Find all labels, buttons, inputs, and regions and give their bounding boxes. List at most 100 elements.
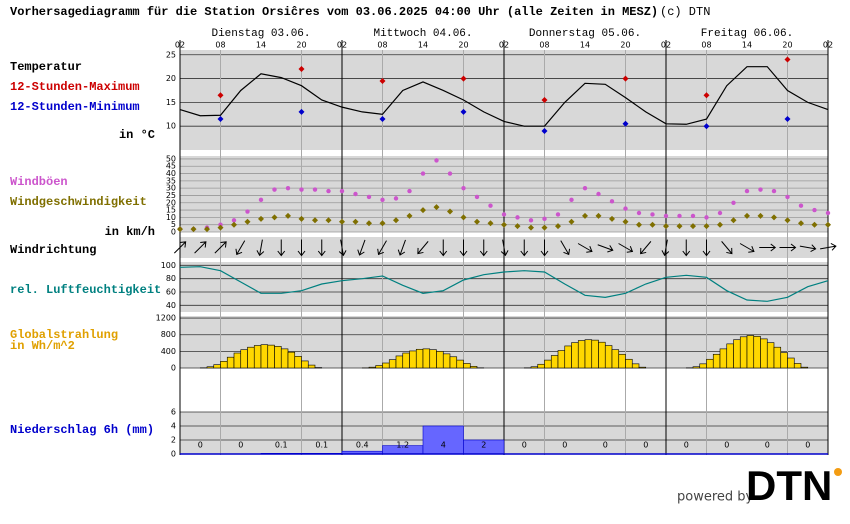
arrow-shape [297,239,306,257]
y-tick-label: 35 [166,176,176,185]
bar [564,345,572,369]
y-tick-label: 40 [166,169,176,178]
arrow-shape [540,239,549,257]
marker [582,185,588,191]
marker [744,188,750,194]
marker [622,120,629,127]
marker [703,223,710,230]
arrow-shape [560,240,571,256]
y-tick-label: 10 [166,122,176,131]
y-tick-label: 0 [171,228,176,237]
bar [409,350,417,369]
marker [636,210,642,216]
bar [287,351,296,369]
bar [557,350,566,369]
arrow-shape [417,241,429,255]
marker [460,75,467,82]
marker [690,213,696,219]
arrow-shape [173,241,187,254]
bar [375,365,383,369]
bar [753,336,761,369]
bar [719,348,728,369]
wind-arrow [397,239,406,256]
data-label: 0 [198,441,203,450]
bar [247,346,255,369]
bar [631,363,640,369]
marker [474,194,480,200]
arrow-shape [397,239,406,256]
marker [555,223,561,230]
marker [528,224,534,231]
bar [787,357,795,369]
marker [731,200,736,205]
bar [591,339,599,369]
bar [780,352,788,369]
arrow-shape [682,239,691,257]
marker [609,215,615,222]
arrow-shape [721,241,733,255]
arrow-shape [739,243,755,253]
marker [299,187,304,192]
wind-arrow [540,239,549,257]
marker [676,223,683,230]
wind-arrow [520,239,529,257]
y-tick-label: 25 [166,191,176,200]
marker [582,212,588,219]
y-tick-label: 80 [166,274,176,283]
marker [650,212,655,217]
arrow-shape [597,244,614,253]
arrow-shape [377,240,387,256]
data-label: 0 [684,441,689,450]
marker [596,191,601,197]
marker [515,215,520,220]
marker [690,223,696,230]
bar [469,366,478,369]
copyright: (c) DTN [660,5,710,19]
marker [231,218,237,223]
wind-arrow [214,241,227,254]
marker [217,116,224,123]
marker [433,204,440,211]
arrow-shape [338,239,347,257]
arrow-shape [214,241,227,254]
x-tick-label: 20 [296,41,306,50]
marker [717,210,723,216]
marker [231,221,237,228]
bar [598,341,606,369]
bar [274,346,282,369]
marker [541,97,548,103]
y-tick-label: 100 [161,261,176,270]
y-tick-label: 20 [166,74,176,83]
wind-arrow [577,243,593,253]
wind-arrow [297,239,306,257]
arrow-shape [661,239,670,257]
marker [785,194,790,200]
day-label: Dienstag 03.06. [211,28,310,40]
marker [460,108,467,115]
x-tick-label: 20 [458,41,468,50]
x-tick-label: 14 [256,41,266,50]
bar [604,345,613,369]
marker [811,221,818,228]
bar [739,336,748,369]
y-tick-label: 2 [171,436,176,445]
arrow-shape [479,239,488,257]
marker [393,196,399,201]
bar [301,360,309,369]
marker [555,212,561,217]
marker [379,220,386,227]
unit-label: in Wh/m^2 [10,339,75,353]
bar [436,351,444,369]
bar [584,339,593,369]
arrow-shape [618,243,634,253]
marker [636,221,642,228]
bar [571,342,579,369]
arrow-shape [759,243,777,252]
x-tick-label: 08 [539,41,549,50]
panel-label: Niederschlag 6h (mm) [10,423,154,437]
marker [272,187,277,192]
marker [488,203,493,208]
legend-label: Windgeschwindigkeit [10,195,147,209]
marker [704,215,709,220]
data-label: 1.2 [396,441,409,450]
